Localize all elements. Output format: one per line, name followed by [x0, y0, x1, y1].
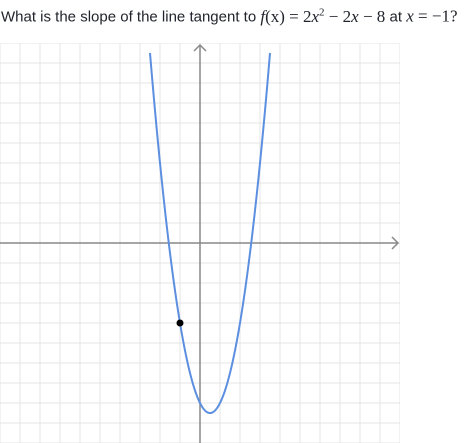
function-rest: − 2: [325, 7, 352, 26]
function-equals: = 2: [285, 7, 312, 26]
question-lead: What is the slope of the line tangent to: [1, 9, 256, 26]
question-at: at: [390, 9, 407, 26]
graph-canvas: [0, 43, 400, 443]
function-variable: (x): [265, 7, 285, 26]
parabola-curve: [150, 53, 270, 413]
function-x1: x: [312, 7, 320, 26]
function-expression: f(x) = 2x2 − 2x − 8: [260, 7, 389, 26]
question-text: What is the slope of the line tangent to…: [1, 1, 473, 25]
coordinate-graph: [0, 43, 400, 443]
point-value: = −1?: [414, 7, 458, 26]
function-x2: x: [351, 7, 359, 26]
tangent-point: [177, 320, 184, 327]
point-expression: x = −1?: [406, 7, 457, 26]
point-variable: x: [406, 7, 414, 26]
function-tail: − 8: [359, 7, 386, 26]
